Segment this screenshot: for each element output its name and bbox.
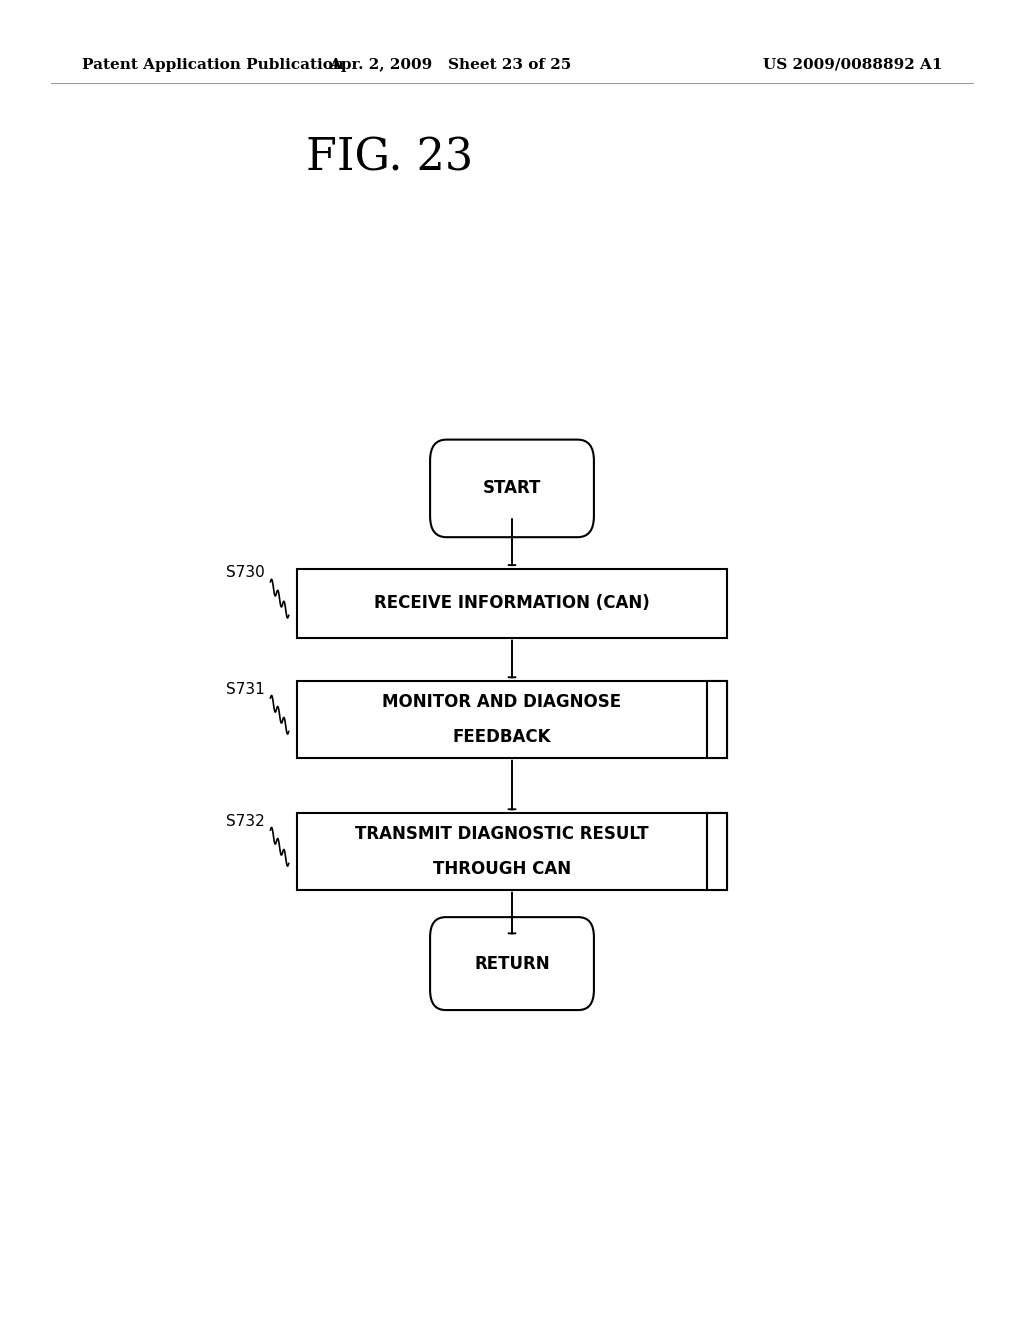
Text: US 2009/0088892 A1: US 2009/0088892 A1 bbox=[763, 58, 942, 71]
FancyBboxPatch shape bbox=[430, 917, 594, 1010]
Text: Apr. 2, 2009   Sheet 23 of 25: Apr. 2, 2009 Sheet 23 of 25 bbox=[330, 58, 571, 71]
Bar bbox=[707, 681, 727, 758]
Text: S730: S730 bbox=[226, 565, 265, 581]
Bar bbox=[297, 681, 727, 758]
Text: S731: S731 bbox=[226, 681, 265, 697]
Text: FEEDBACK: FEEDBACK bbox=[453, 727, 551, 746]
Text: THROUGH CAN: THROUGH CAN bbox=[433, 859, 570, 878]
Text: S732: S732 bbox=[226, 813, 265, 829]
Bar bbox=[707, 813, 727, 890]
Bar bbox=[297, 569, 727, 638]
Bar bbox=[297, 813, 727, 890]
Text: RECEIVE INFORMATION (CAN): RECEIVE INFORMATION (CAN) bbox=[374, 594, 650, 612]
FancyBboxPatch shape bbox=[430, 440, 594, 537]
Text: START: START bbox=[482, 479, 542, 498]
Text: Patent Application Publication: Patent Application Publication bbox=[82, 58, 344, 71]
Text: FIG. 23: FIG. 23 bbox=[305, 137, 473, 180]
Text: TRANSMIT DIAGNOSTIC RESULT: TRANSMIT DIAGNOSTIC RESULT bbox=[355, 825, 648, 843]
Text: RETURN: RETURN bbox=[474, 954, 550, 973]
Text: MONITOR AND DIAGNOSE: MONITOR AND DIAGNOSE bbox=[382, 693, 622, 711]
